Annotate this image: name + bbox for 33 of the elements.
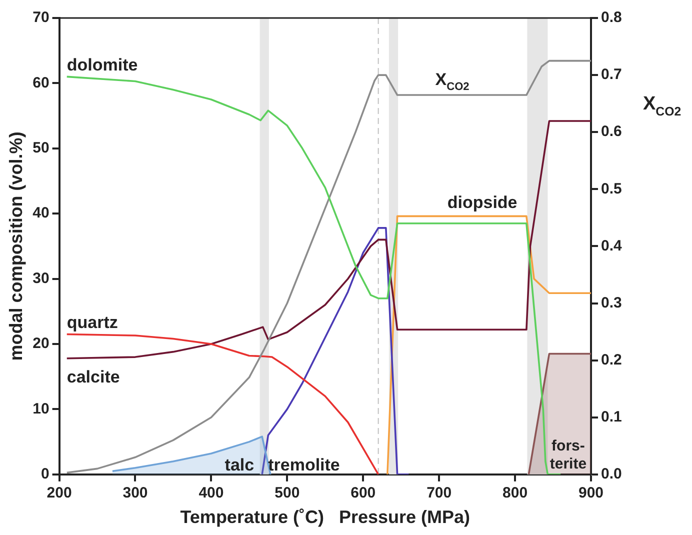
x-tick-label: 600 [350, 484, 376, 502]
series-label: talc [224, 455, 254, 474]
x-tick-label: 700 [426, 484, 452, 502]
y2-tick-label: 0.6 [601, 123, 622, 140]
y-tick-label: 50 [32, 140, 50, 157]
y2-tick-label: 0.2 [601, 351, 622, 368]
y2-tick-label: 0.4 [601, 237, 623, 254]
y2-tick-label: 0.1 [601, 408, 622, 426]
y-tick-label: 60 [32, 74, 50, 92]
series-label: calcite [66, 367, 120, 386]
y-tick-label: 30 [32, 270, 50, 287]
y2-tick-label: 0.3 [601, 294, 622, 312]
x-tick-label: 900 [578, 484, 604, 502]
x-tick-label: 800 [502, 484, 528, 502]
x-axis-title: Temperature (˚C) Pressure (MPa) [180, 507, 470, 528]
y2-tick-label: 0.8 [601, 9, 622, 26]
x-tick-label: 200 [46, 484, 72, 502]
x-tick-label: 300 [122, 484, 148, 502]
y2-tick-label: 0.5 [601, 180, 622, 198]
y-tick-label: 20 [32, 335, 50, 352]
y-axis-title: modal composition (vol.%) [6, 132, 26, 361]
series-label: quartz [66, 313, 118, 332]
y-tick-label: 40 [32, 204, 50, 222]
x-tick-label: 400 [198, 484, 224, 502]
y2-tick-label: 0.0 [601, 466, 622, 483]
y2-tick-label: 0.7 [601, 66, 622, 84]
series-label: diopside [447, 193, 518, 212]
x-tick-label: 500 [274, 484, 300, 502]
series-label: fors-terite [550, 437, 587, 472]
series-label: dolomite [66, 56, 138, 75]
y-tick-label: 10 [32, 400, 50, 418]
y-tick-label: 70 [32, 9, 50, 26]
y-tick-label: 0 [40, 466, 50, 483]
